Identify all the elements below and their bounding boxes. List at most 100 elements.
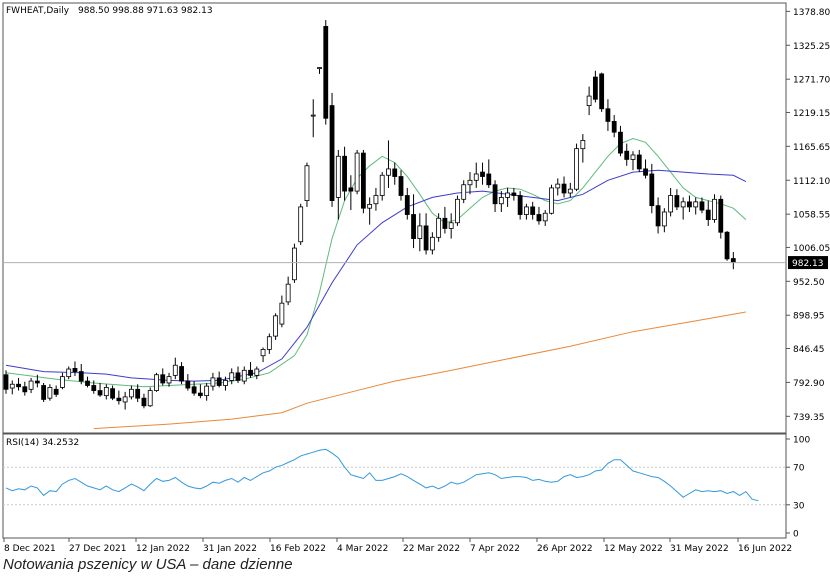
candle-bear [599, 73, 605, 110]
candle-bull [354, 152, 360, 192]
candle-bull [574, 148, 579, 190]
candle-bear [649, 173, 655, 207]
time-tick-label: 31 Jan 2022 [203, 544, 257, 554]
candle-bull [47, 387, 53, 399]
current-price-box [788, 256, 828, 270]
price-tick-label: 1378.80 [793, 8, 830, 18]
candle-bear [360, 152, 366, 209]
candle-bear [342, 155, 347, 192]
candle-bull [154, 374, 159, 391]
candle-bull [712, 198, 717, 220]
candle-bear [511, 192, 517, 196]
candle-bear [674, 195, 680, 208]
candle-bear [705, 209, 711, 220]
time-tick-label: 27 Dec 2021 [69, 544, 127, 554]
candle-bear [624, 150, 630, 160]
candle-bear [323, 26, 329, 119]
candle-bear [517, 195, 523, 215]
candle-bear [78, 371, 84, 382]
candle-bull [60, 376, 65, 388]
candle-bull [555, 183, 561, 189]
candle-bear [116, 397, 122, 402]
candle-bear [135, 388, 141, 399]
candle-bear [91, 385, 97, 391]
time-tick-label: 12 May 2022 [604, 544, 663, 554]
candle-bull [379, 174, 385, 196]
candle-bear [53, 388, 59, 395]
time-tick-label: 26 Apr 2022 [537, 544, 593, 554]
candle-bear [611, 121, 617, 133]
candle-bull [229, 372, 235, 381]
time-tick-label: 16 Feb 2022 [270, 544, 326, 554]
candle-bull [417, 225, 423, 239]
candle-bull [147, 390, 153, 407]
rsi-line [5, 448, 759, 502]
candle-bull [567, 188, 573, 194]
candle-bull [310, 114, 316, 117]
candle-bear [687, 201, 692, 208]
time-tick-label: 12 Jan 2022 [136, 544, 190, 554]
candle-bear [34, 380, 40, 384]
candle-bull [448, 222, 454, 229]
candle-bear [536, 214, 542, 222]
candle-bear [442, 217, 448, 229]
candle-bear [16, 383, 21, 388]
candle-bear [655, 205, 661, 227]
price-tick-label: 739.35 [793, 413, 825, 423]
candle-bull [630, 154, 636, 160]
candle-bear [248, 369, 253, 376]
candle-bear [110, 388, 115, 399]
candle-bull [279, 302, 285, 325]
price-tick-label: 1325.25 [793, 42, 830, 52]
candle-bear [398, 176, 404, 196]
rsi-tick-label: 100 [793, 436, 810, 446]
price-tick-label: 1112.10 [793, 177, 830, 187]
candle-bull [505, 192, 511, 198]
candle-bull [266, 336, 272, 350]
rsi-tick-label: 30 [793, 501, 805, 511]
candle-bear [411, 214, 416, 239]
candle-bull [680, 201, 686, 208]
candle-bear [72, 368, 78, 372]
time-tick-label: 16 Jun 2022 [738, 544, 792, 554]
candle-bear [618, 131, 623, 154]
rsi-tick-label: 70 [793, 464, 805, 474]
candle-bear [329, 105, 335, 201]
candle-bull [210, 377, 216, 387]
candle-bear [216, 377, 222, 386]
candle-bull [455, 198, 460, 224]
candle-bear [486, 173, 492, 186]
candle-bull [542, 212, 548, 222]
time-tick-label: 22 Mar 2022 [403, 544, 460, 554]
time-tick-label: 8 Dec 2021 [4, 544, 56, 554]
candle-bull [498, 197, 504, 205]
candle-bear [179, 366, 184, 382]
candle-bear [348, 187, 354, 192]
candle-bull [28, 380, 34, 390]
candle-bear [561, 183, 567, 194]
time-tick-label: 31 May 2022 [670, 544, 729, 554]
candle-bull [586, 95, 592, 106]
chart-caption: Notowania pszenicy w USA – dane dzienne [3, 556, 293, 573]
price-tick-label: 1058.55 [793, 211, 830, 221]
candle-bear [41, 385, 47, 400]
candle-bear [160, 374, 166, 384]
candle-bull [473, 173, 479, 181]
candle-bear [141, 397, 147, 407]
rsi-panel: 100 70 30 0 [3, 436, 810, 540]
candle-bull [9, 383, 15, 389]
candlesticks [3, 20, 736, 410]
candle-bull [66, 368, 72, 378]
candle-bull [241, 369, 247, 382]
instrument-label: FWHEAT,Daily [6, 6, 70, 16]
candle-bull [304, 165, 310, 201]
candle-bear [97, 390, 103, 396]
candle-bear [605, 108, 611, 122]
candle-bull [461, 184, 467, 200]
candle-bull [467, 179, 473, 186]
candle-bear [592, 76, 598, 100]
candle-bear [235, 372, 241, 381]
candle-bull [693, 201, 699, 208]
time-tick-label: 7 Apr 2022 [470, 544, 520, 554]
